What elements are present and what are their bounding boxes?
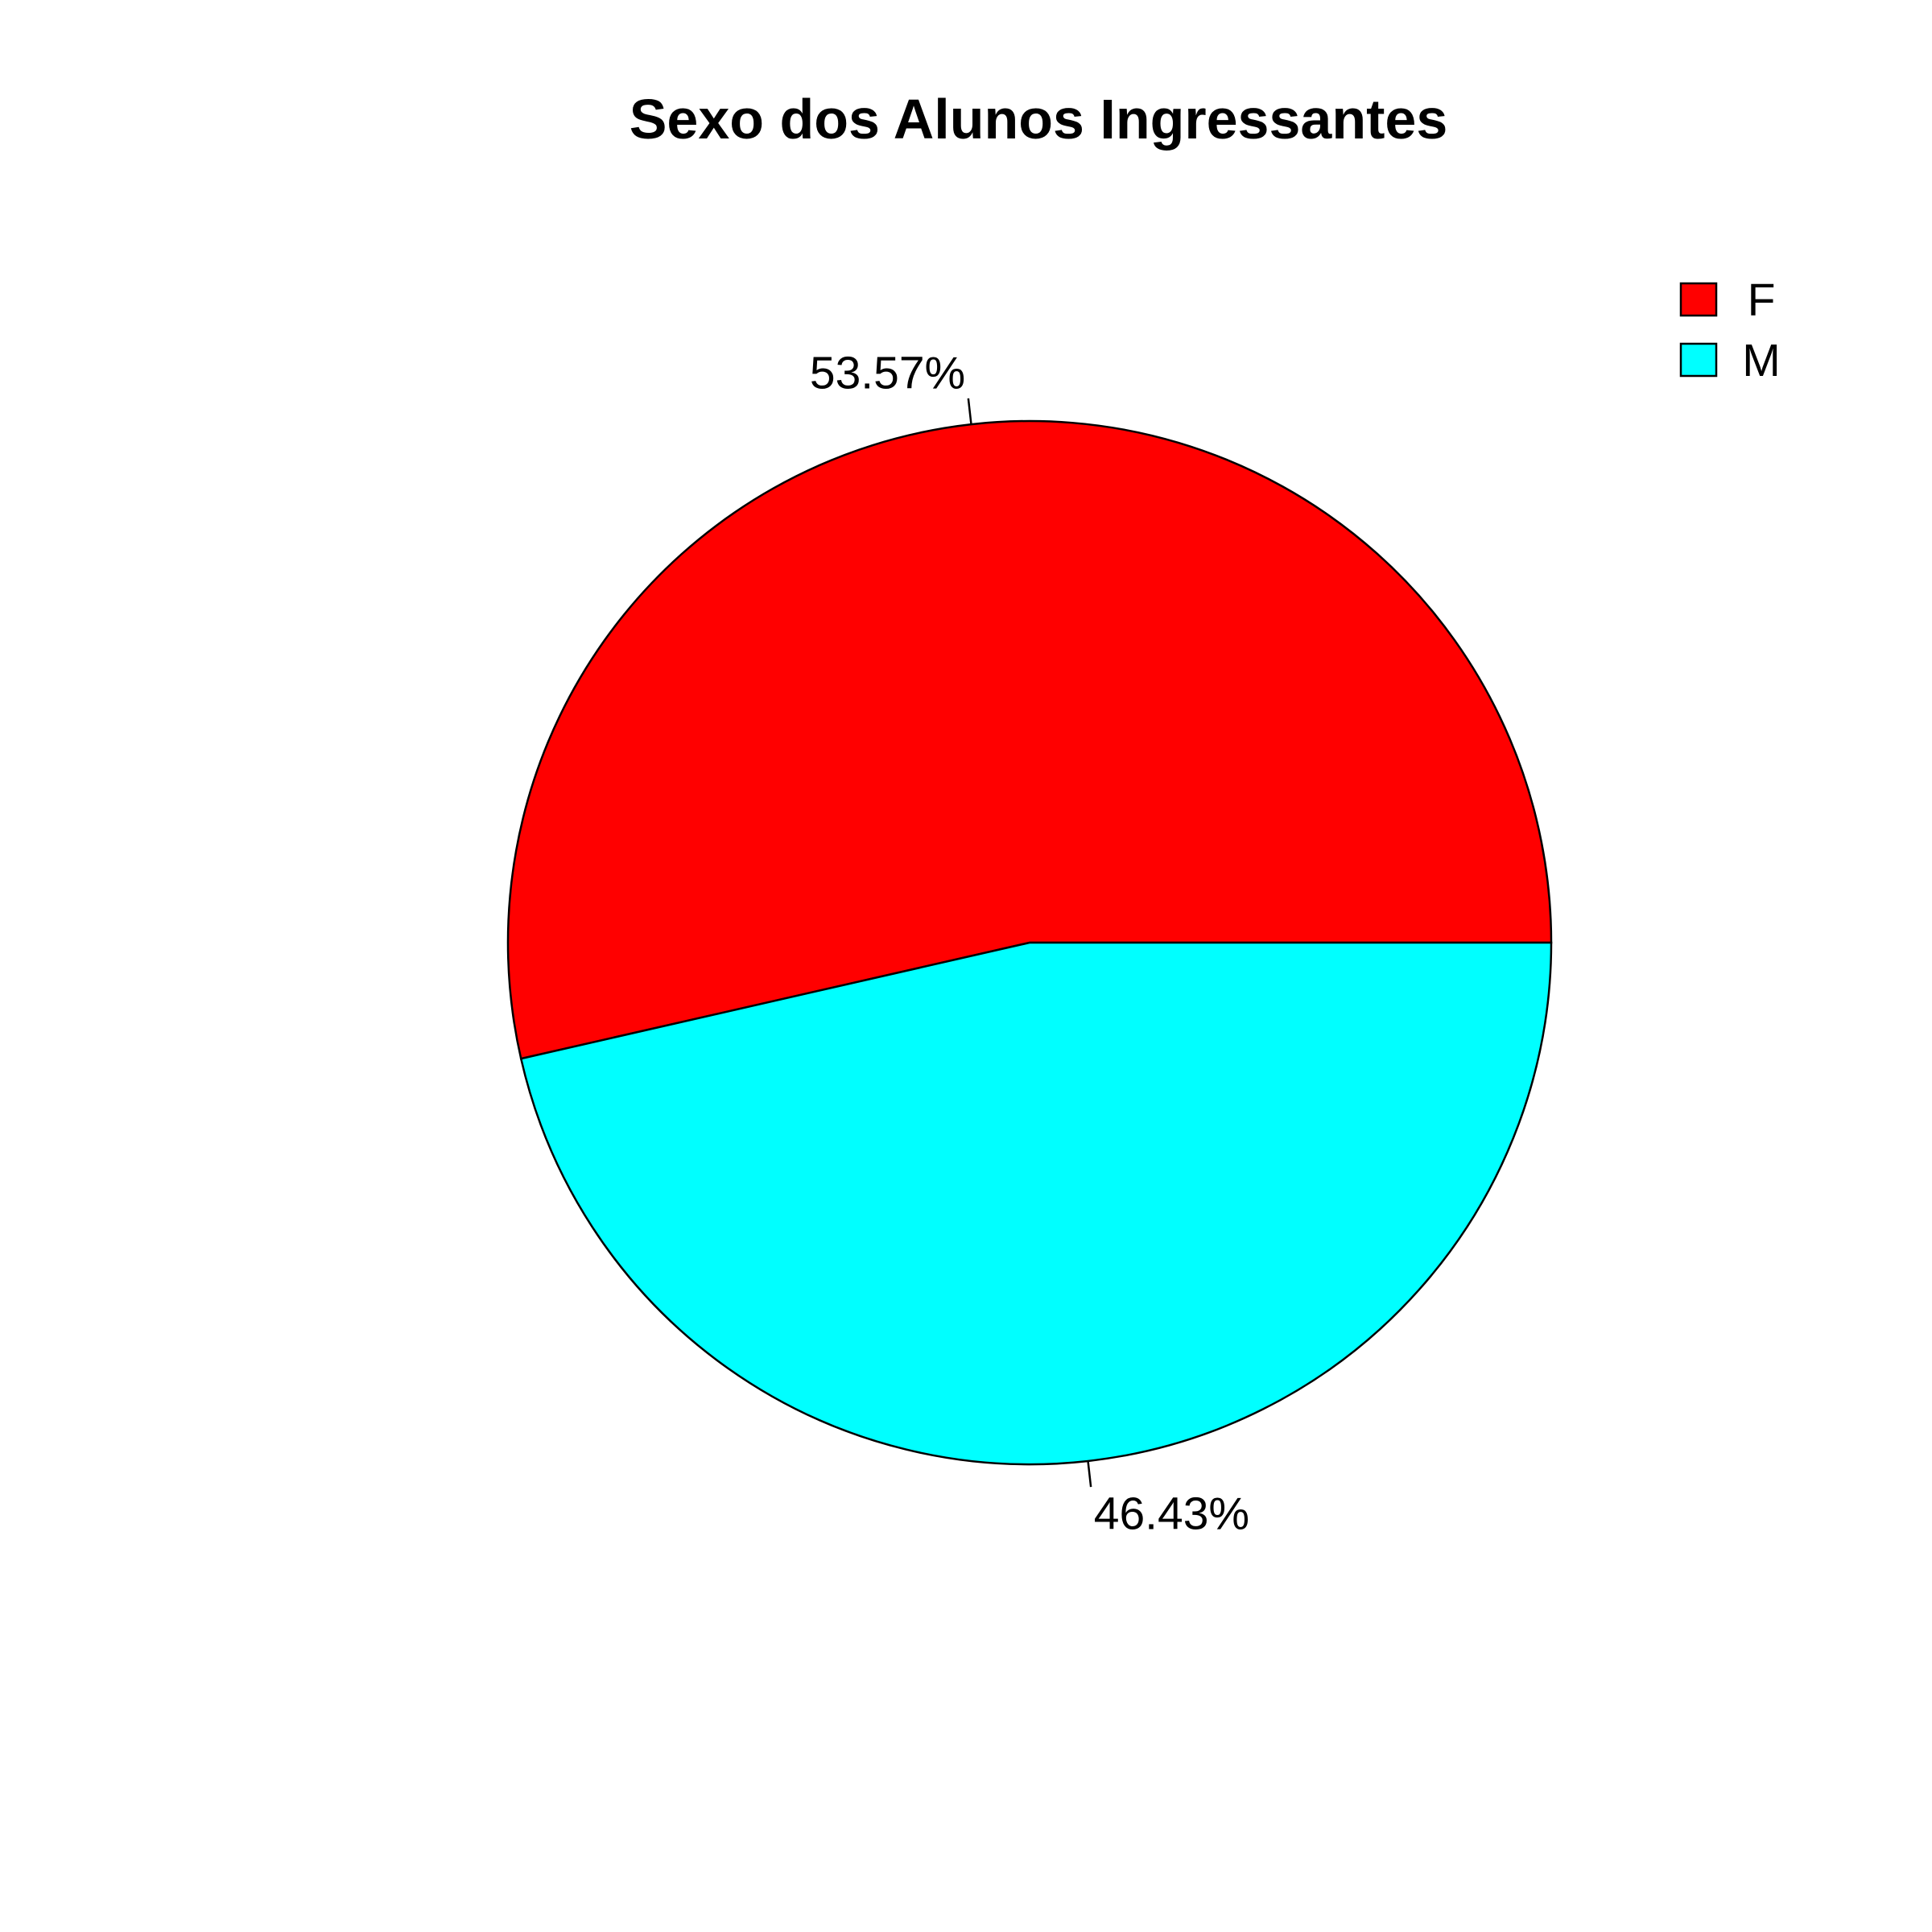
legend-swatch-f	[1679, 282, 1718, 317]
legend: FM	[1679, 275, 1781, 386]
pie-slices	[506, 419, 1553, 1466]
legend-label-f: F	[1748, 275, 1776, 326]
chart-title: Sexo dos Alunos Ingressantes	[630, 88, 1448, 151]
slice-labels: 53.57% 46.43%	[810, 348, 1249, 1540]
pie-slice-f	[506, 419, 1553, 1060]
slice-label-m: 46.43%	[1094, 1488, 1249, 1539]
label-tick-m	[1087, 1460, 1092, 1488]
legend-label-m: M	[1742, 335, 1780, 386]
legend-swatch-m	[1679, 342, 1718, 378]
label-tick-f	[967, 398, 972, 425]
slice-label-f: 53.57%	[810, 348, 965, 399]
